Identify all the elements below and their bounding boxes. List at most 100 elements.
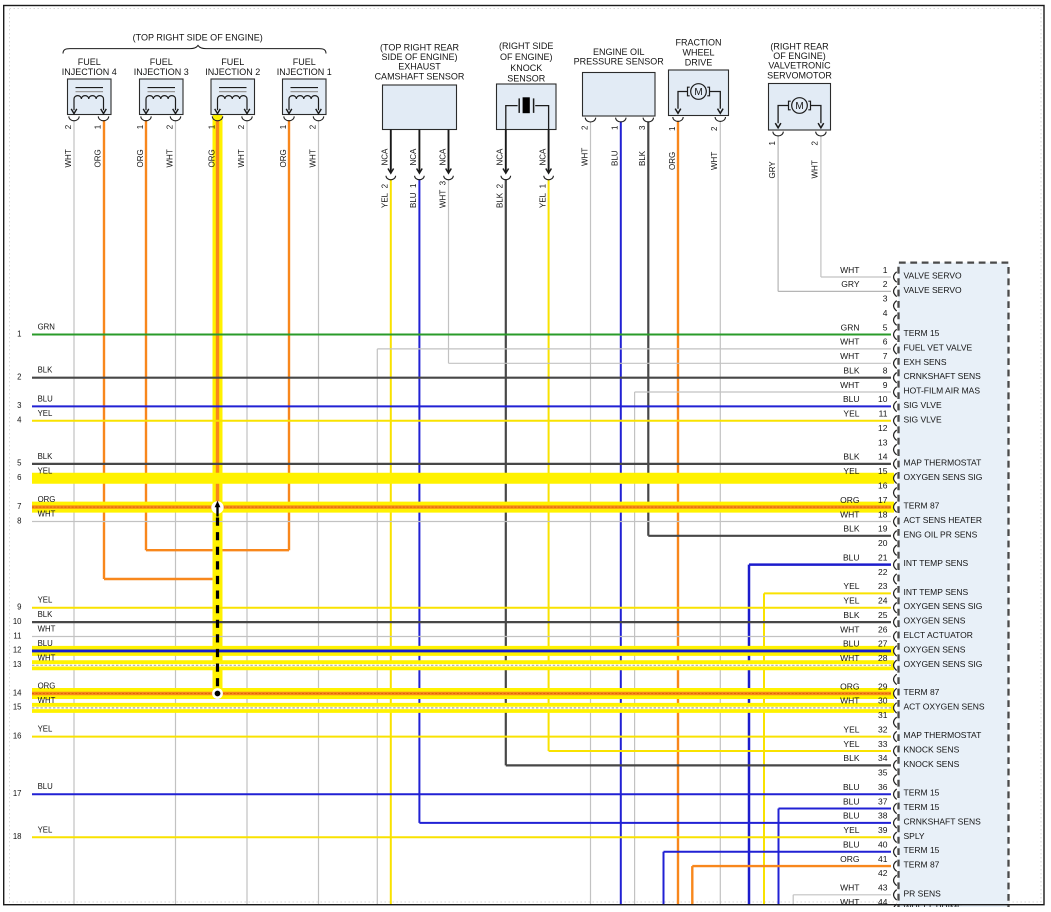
svg-text:ORG: ORG (279, 149, 288, 167)
svg-text:WHT: WHT (840, 653, 859, 663)
svg-text:VALVETRONIC: VALVETRONIC (768, 61, 831, 71)
svg-text:YEL 2: YEL 2 (381, 183, 390, 208)
svg-text:VALVE SERVO: VALVE SERVO (904, 285, 962, 295)
svg-text:CRNKSHAFT SENS: CRNKSHAFT SENS (904, 816, 982, 826)
svg-text:15: 15 (13, 703, 22, 712)
svg-text:41: 41 (878, 854, 888, 864)
svg-text:OF ENGINE): OF ENGINE) (773, 51, 826, 61)
svg-text:NCA: NCA (409, 148, 418, 166)
svg-text:TERM 87: TERM 87 (904, 860, 940, 870)
svg-text:5: 5 (883, 322, 888, 332)
svg-text:5: 5 (17, 459, 22, 468)
svg-text:INJECTION 4: INJECTION 4 (62, 67, 117, 77)
svg-text:22: 22 (878, 567, 888, 577)
svg-text:YEL: YEL (38, 466, 53, 475)
svg-text:BLU: BLU (843, 552, 860, 562)
svg-text:WHT: WHT (308, 149, 317, 167)
svg-text:WHT: WHT (840, 380, 859, 390)
svg-text:BLK: BLK (843, 524, 859, 534)
svg-text:38: 38 (878, 811, 888, 821)
svg-text:WHT: WHT (580, 148, 589, 166)
svg-text:INJECTION 3: INJECTION 3 (134, 67, 189, 77)
svg-text:BLU: BLU (38, 394, 54, 403)
svg-text:MAP THERMOSTAT: MAP THERMOSTAT (904, 730, 982, 740)
svg-text:ORG: ORG (668, 152, 677, 170)
svg-text:WHT: WHT (840, 351, 859, 361)
svg-text:YEL: YEL (38, 725, 53, 734)
svg-text:WHT: WHT (710, 152, 719, 170)
svg-text:GRN: GRN (38, 323, 55, 332)
svg-text:12: 12 (878, 423, 888, 433)
svg-text:WHT: WHT (840, 624, 859, 634)
svg-text:ORG: ORG (38, 682, 56, 691)
svg-text:YEL: YEL (38, 825, 53, 834)
svg-text:NCA: NCA (381, 148, 390, 166)
svg-text:WHT: WHT (38, 653, 56, 662)
svg-text:WHT: WHT (38, 696, 56, 705)
svg-text:29: 29 (878, 681, 888, 691)
svg-text:BLK: BLK (638, 150, 647, 166)
svg-text:21: 21 (878, 552, 888, 562)
svg-text:17: 17 (878, 495, 888, 505)
svg-text:GRY: GRY (841, 279, 860, 289)
svg-text:ORG: ORG (207, 149, 216, 167)
svg-text:33: 33 (878, 739, 888, 749)
svg-text:17: 17 (13, 789, 22, 798)
svg-text:ELCT ACTUATOR: ELCT ACTUATOR (904, 630, 973, 640)
svg-text:ORG: ORG (38, 495, 56, 504)
svg-text:44: 44 (878, 897, 888, 907)
svg-text:PR SENS: PR SENS (904, 888, 942, 898)
svg-text:YEL: YEL (843, 724, 859, 734)
svg-text:MAP THERMOSTAT: MAP THERMOSTAT (904, 457, 982, 467)
svg-text:9: 9 (17, 603, 21, 612)
svg-text:WHT: WHT (840, 509, 859, 519)
svg-text:YEL: YEL (843, 596, 859, 606)
svg-text:BLK 2: BLK 2 (496, 183, 505, 208)
svg-text:SPLY: SPLY (904, 831, 925, 841)
svg-text:BLU: BLU (843, 394, 860, 404)
svg-text:18: 18 (878, 509, 888, 519)
svg-text:SIG VLVE: SIG VLVE (904, 414, 942, 424)
svg-text:TERM 15: TERM 15 (904, 802, 940, 812)
svg-text:INT TEMP SENS: INT TEMP SENS (904, 587, 969, 597)
svg-text:32: 32 (878, 724, 888, 734)
svg-text:39: 39 (878, 825, 888, 835)
svg-text:ENG OIL PR SENS: ENG OIL PR SENS (904, 529, 978, 539)
svg-text:TERM 87: TERM 87 (904, 501, 940, 511)
svg-text:30: 30 (878, 696, 888, 706)
svg-text:TERM 15: TERM 15 (904, 328, 940, 338)
svg-text:YEL: YEL (843, 581, 859, 591)
svg-text:4: 4 (17, 416, 22, 425)
svg-text:KNOCK SENS: KNOCK SENS (904, 745, 960, 755)
svg-text:FUEL VET VALVE: FUEL VET VALVE (904, 342, 973, 352)
svg-text:TERM 15: TERM 15 (904, 845, 940, 855)
svg-text:YEL 1: YEL 1 (538, 183, 547, 208)
svg-text:27: 27 (878, 639, 888, 649)
svg-text:SIG VLVE: SIG VLVE (904, 400, 942, 410)
svg-text:BLK: BLK (38, 452, 54, 461)
svg-text:FRACTION: FRACTION (676, 38, 722, 48)
svg-text:KNOCK SENS: KNOCK SENS (904, 759, 960, 769)
svg-text:8: 8 (883, 366, 888, 376)
svg-text:18: 18 (13, 832, 22, 841)
svg-text:7: 7 (17, 502, 21, 511)
svg-text:OXYGEN SENS: OXYGEN SENS (904, 644, 966, 654)
svg-text:WHT: WHT (840, 337, 859, 347)
svg-text:NCA: NCA (538, 148, 547, 166)
svg-text:GRY: GRY (768, 161, 777, 179)
svg-text:OXYGEN SENS SIG: OXYGEN SENS SIG (904, 601, 983, 611)
svg-text:M: M (795, 101, 803, 112)
svg-text:WHT 3: WHT 3 (438, 180, 447, 208)
svg-text:TERM 87: TERM 87 (904, 687, 940, 697)
svg-text:WHT: WHT (840, 265, 859, 275)
svg-text:WHT: WHT (840, 897, 859, 907)
svg-text:31: 31 (878, 710, 888, 720)
svg-text:BLK: BLK (38, 610, 54, 619)
svg-text:ACT OXYGEN SENS: ACT OXYGEN SENS (904, 701, 985, 711)
svg-text:EXHAUST: EXHAUST (398, 62, 441, 72)
svg-text:2: 2 (237, 124, 246, 129)
svg-text:HOT-FILM AIR MAS: HOT-FILM AIR MAS (904, 386, 981, 396)
svg-text:INT TEMP SENS: INT TEMP SENS (904, 558, 969, 568)
svg-text:FUEL: FUEL (150, 57, 173, 67)
svg-text:40: 40 (878, 840, 888, 850)
